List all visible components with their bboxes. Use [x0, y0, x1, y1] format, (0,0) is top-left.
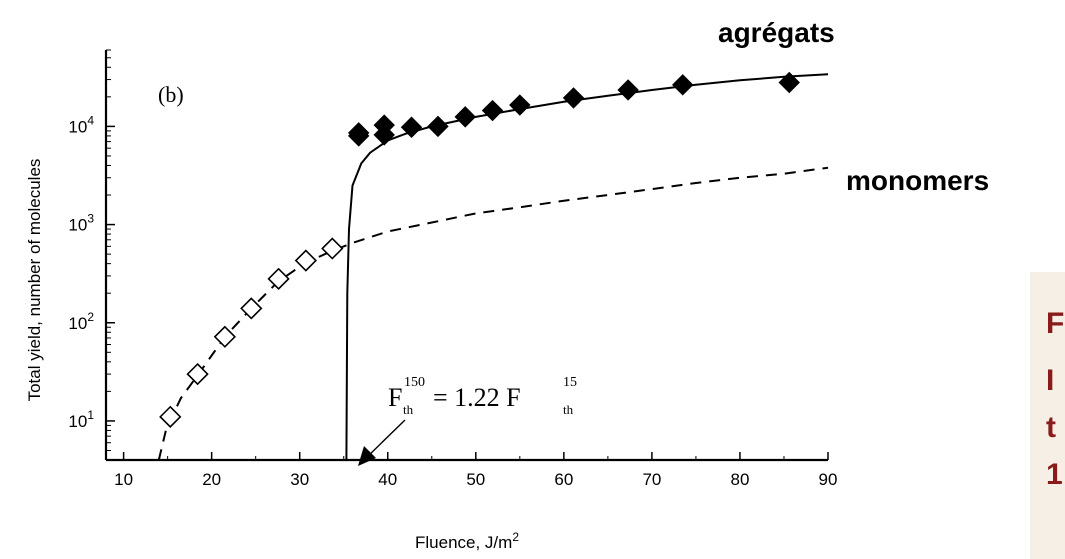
- side-box-line: t: [1046, 411, 1056, 444]
- side-box-line: 1: [1046, 458, 1063, 491]
- filled-diamond-marker: [509, 94, 531, 116]
- x-tick-label: 10: [114, 470, 133, 489]
- label-monomers: monomers: [846, 165, 989, 196]
- panel-label: (b): [158, 82, 184, 107]
- threshold-arrow-head: [358, 446, 376, 466]
- filled-diamond-marker: [778, 71, 800, 94]
- y-tick-base: 10: [68, 412, 87, 431]
- open-diamond-marker: [240, 297, 263, 320]
- y-tick-base: 10: [68, 314, 87, 333]
- y-tick-label: 104: [68, 113, 94, 136]
- x-tick-label: 80: [730, 470, 749, 489]
- threshold-f-left: F: [388, 383, 402, 412]
- filled-diamond-marker: [562, 87, 585, 109]
- threshold-sub-right: th: [563, 402, 574, 417]
- side-box-line: F: [1046, 307, 1064, 340]
- fit-curve-solid: [345, 73, 829, 461]
- x-tick-label: 50: [466, 470, 485, 489]
- filled-diamond-marker: [373, 114, 395, 136]
- side-box-line: I: [1046, 364, 1054, 397]
- filled-diamond-marker: [400, 116, 423, 138]
- label-agregats: agrégats: [718, 17, 835, 48]
- x-tick-label: 20: [202, 470, 221, 489]
- x-tick-label: 70: [642, 470, 661, 489]
- x-axis-title: Fluence, J/m2: [415, 530, 519, 552]
- x-tick-label: 30: [290, 470, 309, 489]
- threshold-sup-left: 150: [404, 375, 425, 390]
- y-axis-title: Total yield, number of molecules: [25, 159, 44, 402]
- data-markers: [159, 71, 800, 428]
- side-box-text-group: FIt 1: [1046, 307, 1064, 491]
- open-diamond-marker: [294, 249, 318, 272]
- side-box: [1030, 272, 1065, 559]
- open-diamond-marker: [267, 267, 290, 290]
- y-tick-base: 10: [68, 216, 87, 235]
- open-diamond-marker: [321, 237, 344, 260]
- filled-diamond-marker: [454, 106, 476, 128]
- x-axis-title-superscript: 2: [512, 530, 519, 544]
- y-tick-exponent: 1: [87, 408, 94, 422]
- x-tick-label: 40: [378, 470, 397, 489]
- y-tick-label: 102: [68, 310, 94, 333]
- filled-diamond-marker: [347, 122, 370, 144]
- y-tick-label: 101: [68, 408, 94, 431]
- fit-curves: [157, 73, 829, 461]
- y-tick-exponent: 3: [87, 212, 94, 226]
- y-tick-exponent: 2: [87, 310, 94, 324]
- y-tick-exponent: 4: [87, 113, 94, 127]
- y-tick-label: 103: [68, 212, 94, 235]
- threshold-sub-left: th: [403, 402, 414, 417]
- threshold-sup-right: 15: [563, 375, 577, 390]
- fit-curve-dashed: [157, 166, 829, 461]
- open-diamond-marker: [159, 405, 182, 428]
- y-tick-base: 10: [68, 117, 87, 136]
- open-diamond-marker: [186, 362, 209, 386]
- threshold-equals-text: = 1.22 F: [433, 383, 521, 412]
- x-tick-label: 90: [819, 470, 838, 489]
- open-diamond-marker: [213, 325, 236, 348]
- filled-diamond-marker: [427, 115, 449, 138]
- filled-diamond-marker: [481, 99, 504, 122]
- x-axis-title-text: Fluence, J/m: [415, 533, 512, 552]
- filled-diamond-marker: [672, 74, 694, 96]
- filled-diamond-marker: [617, 79, 639, 101]
- x-tick-label: 60: [554, 470, 573, 489]
